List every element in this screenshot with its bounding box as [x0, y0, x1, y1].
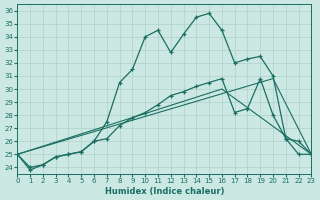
- X-axis label: Humidex (Indice chaleur): Humidex (Indice chaleur): [105, 187, 224, 196]
